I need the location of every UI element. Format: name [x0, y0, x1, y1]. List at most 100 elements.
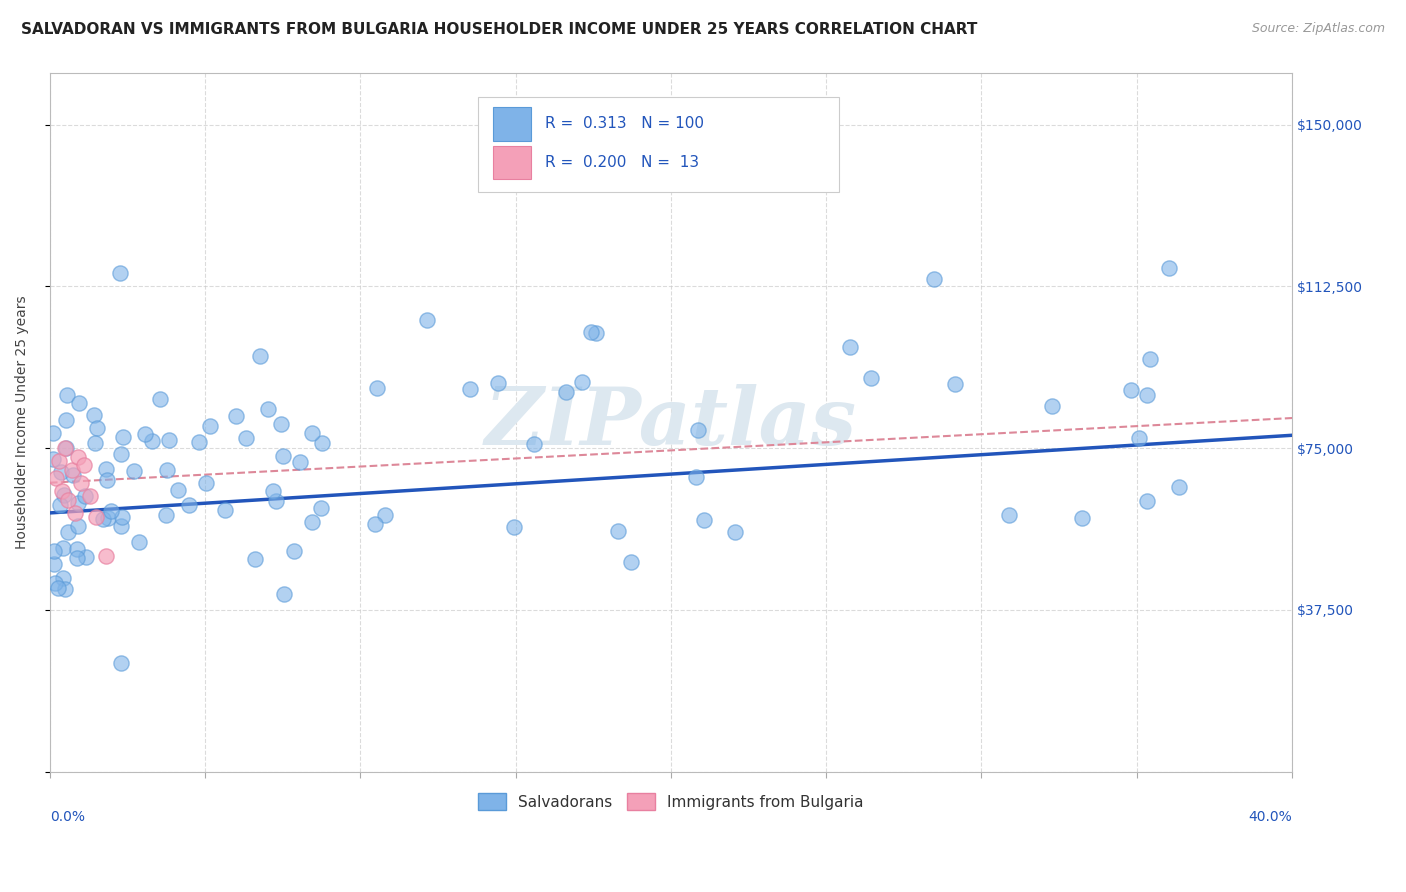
- Point: [75, 489, 97, 503]
- Point: [55, 413, 77, 427]
- Point: [48, 454, 70, 468]
- Point: [73, 458, 96, 473]
- Point: [42, 544, 65, 558]
- Point: [60, 463, 83, 477]
- Point: [75, 549, 97, 564]
- Point: [44, 576, 66, 591]
- Point: [52, 572, 75, 586]
- Point: [606, 524, 628, 538]
- Point: [200, 418, 222, 433]
- Point: [1128, 430, 1150, 444]
- Point: [100, 504, 122, 518]
- Point: [620, 555, 643, 569]
- Point: [187, 434, 209, 449]
- Point: [262, 484, 284, 499]
- Point: [555, 385, 578, 400]
- Point: [243, 552, 266, 566]
- Point: [270, 417, 292, 431]
- Text: 40.0%: 40.0%: [1249, 810, 1292, 824]
- Point: [42, 426, 65, 441]
- Point: [686, 423, 709, 437]
- Point: [839, 340, 862, 354]
- Point: [311, 435, 333, 450]
- Point: [416, 312, 439, 326]
- Y-axis label: Householder Income Under 25 years: Householder Income Under 25 years: [15, 295, 30, 549]
- Point: [111, 510, 134, 524]
- FancyBboxPatch shape: [478, 97, 838, 192]
- Point: [110, 656, 132, 670]
- Point: [997, 508, 1019, 522]
- Point: [70, 475, 93, 490]
- Point: [214, 503, 236, 517]
- Point: [67, 395, 90, 409]
- Point: [128, 535, 150, 549]
- Point: [301, 425, 323, 440]
- Point: [157, 433, 180, 447]
- Point: [65, 542, 87, 557]
- Point: [283, 543, 305, 558]
- Point: [108, 266, 131, 280]
- Point: [273, 587, 295, 601]
- Text: 0.0%: 0.0%: [49, 810, 84, 824]
- FancyBboxPatch shape: [494, 145, 530, 179]
- Point: [585, 326, 607, 340]
- Text: R =  0.200   N =  13: R = 0.200 N = 13: [546, 155, 700, 169]
- Point: [86, 510, 108, 524]
- Point: [363, 517, 385, 532]
- Point: [63, 506, 86, 520]
- Point: [1167, 480, 1189, 494]
- Point: [460, 382, 482, 396]
- Point: [922, 271, 945, 285]
- Point: [264, 494, 287, 508]
- Point: [685, 469, 707, 483]
- Point: [943, 377, 966, 392]
- Point: [79, 489, 101, 503]
- Point: [56, 387, 79, 401]
- Point: [366, 381, 388, 395]
- Point: [1040, 399, 1063, 413]
- Point: [55, 441, 77, 455]
- Point: [271, 449, 294, 463]
- Point: [94, 462, 117, 476]
- Point: [83, 408, 105, 422]
- Point: [94, 549, 117, 563]
- Point: [149, 392, 172, 406]
- Point: [1136, 388, 1159, 402]
- Point: [122, 464, 145, 478]
- Text: R =  0.313   N = 100: R = 0.313 N = 100: [546, 117, 704, 131]
- Point: [51, 484, 73, 499]
- Point: [374, 508, 396, 523]
- Point: [62, 467, 84, 482]
- Point: [194, 475, 217, 490]
- Point: [66, 450, 89, 464]
- Point: [167, 483, 190, 497]
- Point: [83, 436, 105, 450]
- Point: [112, 430, 135, 444]
- Point: [86, 421, 108, 435]
- Point: [49, 498, 72, 512]
- Point: [58, 493, 80, 508]
- Point: [58, 524, 80, 539]
- Point: [486, 376, 509, 391]
- Point: [44, 558, 66, 572]
- Point: [46, 581, 69, 595]
- Point: [235, 431, 257, 445]
- Point: [249, 349, 271, 363]
- Point: [55, 582, 77, 596]
- Point: [96, 473, 118, 487]
- Point: [1139, 352, 1161, 367]
- Point: [52, 541, 75, 556]
- Point: [110, 519, 132, 533]
- Point: [141, 434, 163, 449]
- Point: [156, 462, 179, 476]
- Point: [581, 325, 603, 339]
- Point: [110, 447, 132, 461]
- Point: [177, 498, 200, 512]
- Point: [859, 371, 882, 385]
- Point: [42, 451, 65, 466]
- Point: [503, 520, 526, 534]
- Point: [91, 512, 114, 526]
- Point: [724, 525, 747, 540]
- Text: SALVADORAN VS IMMIGRANTS FROM BULGARIA HOUSEHOLDER INCOME UNDER 25 YEARS CORRELA: SALVADORAN VS IMMIGRANTS FROM BULGARIA H…: [21, 22, 977, 37]
- Point: [66, 496, 89, 510]
